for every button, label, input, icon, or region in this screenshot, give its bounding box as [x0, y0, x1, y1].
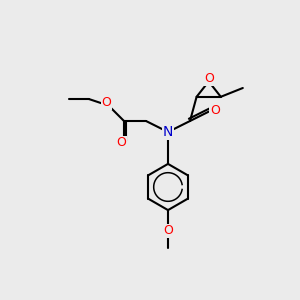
Text: O: O: [116, 136, 126, 149]
Text: O: O: [204, 72, 214, 85]
Text: O: O: [163, 224, 173, 237]
Text: O: O: [102, 96, 112, 109]
Text: N: N: [163, 125, 173, 139]
Text: O: O: [210, 103, 220, 116]
